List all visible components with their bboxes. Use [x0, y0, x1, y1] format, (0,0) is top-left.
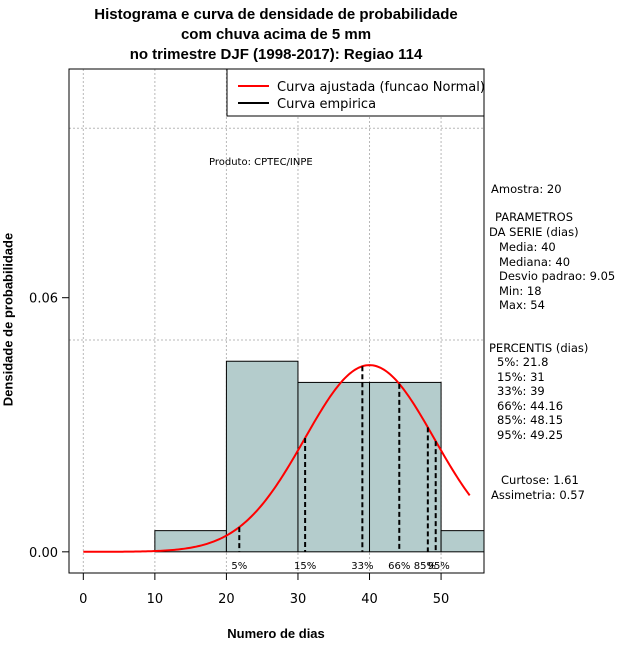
percentile-label-1: 15% — [294, 561, 316, 572]
credit-text: Produto: CPTEC/INPE — [209, 157, 313, 168]
x-tick-label-4: 40 — [361, 592, 378, 607]
legend-label-0: Curva ajustada (funcao Normal) — [277, 80, 485, 95]
chart-title-line-3: no trimestre DJF (1998-2017): Regiao 114 — [129, 46, 423, 63]
x-axis-title: Numero de dias — [227, 626, 325, 641]
chart-title-line-1: Histograma e curva de densidade de proba… — [94, 6, 458, 23]
percentile-label-4: 85% — [414, 561, 436, 572]
x-tick-label-1: 10 — [147, 592, 164, 607]
percentile-label-5: 95% — [428, 561, 450, 572]
stat-desvio: Desvio padrao: 9.05 — [499, 269, 616, 283]
stat-params-header-2: DA SERIE (dias) — [489, 225, 579, 239]
stat-curtose: Curtose: 1.61 — [501, 473, 579, 487]
percentile-label-0: 5% — [231, 561, 247, 572]
stat-percentis-header: PERCENTIS (dias) — [489, 341, 589, 355]
stat-p95: 95%: 49.25 — [497, 428, 564, 442]
stat-p5: 5%: 21.8 — [497, 355, 549, 369]
normal-fit-curve — [83, 364, 471, 553]
histogram-bar-4 — [440, 530, 485, 553]
legend-label-1: Curva empirica — [277, 97, 376, 112]
stat-mediana: Mediana: 40 — [499, 255, 571, 269]
chart-title-line-2: com chuva acima de 5 mm — [180, 26, 372, 43]
stat-p33: 33%: 39 — [497, 384, 545, 398]
stat-assimetria: Assimetria: 0.57 — [491, 488, 585, 502]
stat-media: Media: 40 — [499, 240, 556, 254]
percentile-label-2: 33% — [351, 561, 373, 572]
y-tick-label-1: 0.06 — [29, 292, 58, 307]
stat-p66: 66%: 44.16 — [497, 399, 564, 413]
x-tick-label-3: 30 — [290, 592, 307, 607]
y-tick-label-0: 0.00 — [29, 546, 58, 561]
x-tick-label-0: 0 — [79, 592, 87, 607]
stat-p15: 15%: 31 — [497, 370, 545, 384]
stat-p85: 85%: 48.15 — [497, 413, 564, 427]
histogram-bar-3 — [369, 381, 442, 553]
histogram-bar-2 — [297, 381, 371, 553]
legend-box — [226, 68, 485, 117]
percentile-label-3: 66% — [388, 561, 410, 572]
histogram-bar-1 — [225, 360, 299, 553]
stat-max: Max: 54 — [499, 298, 545, 312]
y-axis-title: Densidade de probabilidade — [0, 232, 16, 407]
stat-min: Min: 18 — [499, 284, 542, 298]
stat-params-header-1: PARAMETROS — [495, 210, 574, 224]
x-tick-label-2: 20 — [218, 592, 235, 607]
stat-sample: Amostra: 20 — [491, 182, 562, 196]
x-tick-label-5: 50 — [433, 592, 450, 607]
